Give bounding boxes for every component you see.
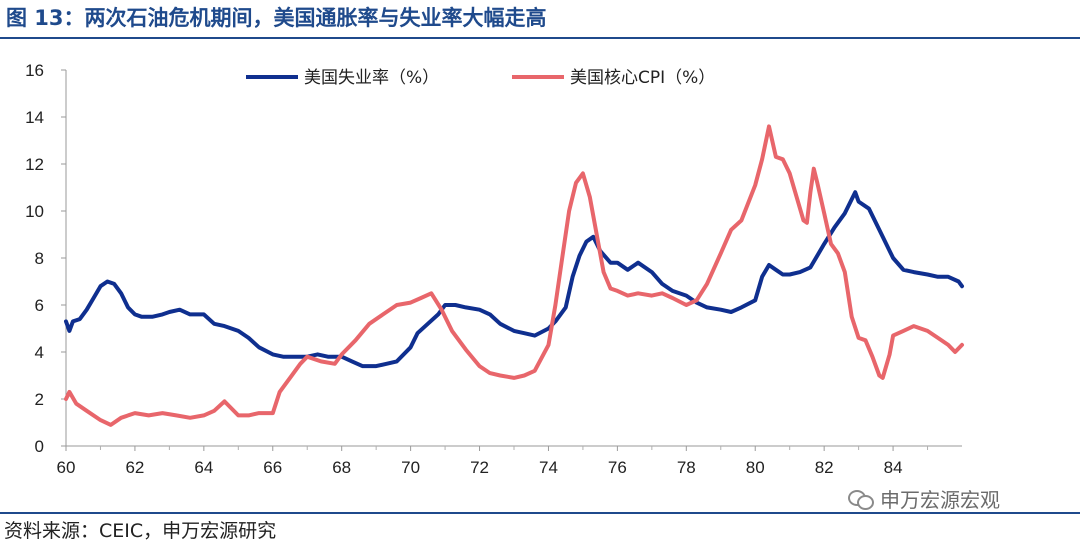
x-tick-label: 60 [57,458,76,477]
x-tick-label: 82 [815,458,834,477]
x-tick-label: 76 [608,458,627,477]
source-note: 资料来源：CEIC，申万宏源研究 [4,520,277,542]
x-tick-label: 78 [677,458,696,477]
y-tick-label: 14 [25,108,44,127]
legend-label: 美国核心CPI（%） [570,68,715,88]
y-tick-label: 4 [35,343,44,362]
x-tick-label: 66 [263,458,282,477]
x-tick-label: 68 [332,458,351,477]
series-line-unemployment [64,190,964,369]
y-tick-label: 8 [35,249,44,268]
y-tick-label: 16 [25,61,44,80]
x-tick-label: 80 [746,458,765,477]
x-tick-label: 84 [884,458,903,477]
legend-label: 美国失业率（%） [304,68,439,88]
y-tick-label: 0 [35,437,44,456]
watermark-text: 申万宏源宏观 [880,488,1000,512]
watermark: 申万宏源宏观 [848,484,1000,513]
y-tick-label: 10 [25,202,44,221]
x-tick-label: 72 [470,458,489,477]
x-tick-label: 70 [401,458,420,477]
wechat-icon [848,488,874,510]
figure-title: 图 13：两次石油危机期间，美国通胀率与失业率大幅走高 [6,6,547,30]
y-tick-label: 12 [25,155,44,174]
title-underline [0,37,1080,39]
x-tick-label: 74 [539,458,558,477]
y-tick-label: 2 [35,390,44,409]
x-tick-label: 62 [125,458,144,477]
x-tick-label: 64 [194,458,213,477]
series-line-core-cpi [64,124,964,427]
footer-rule [0,512,1080,514]
y-tick-label: 6 [35,296,44,315]
